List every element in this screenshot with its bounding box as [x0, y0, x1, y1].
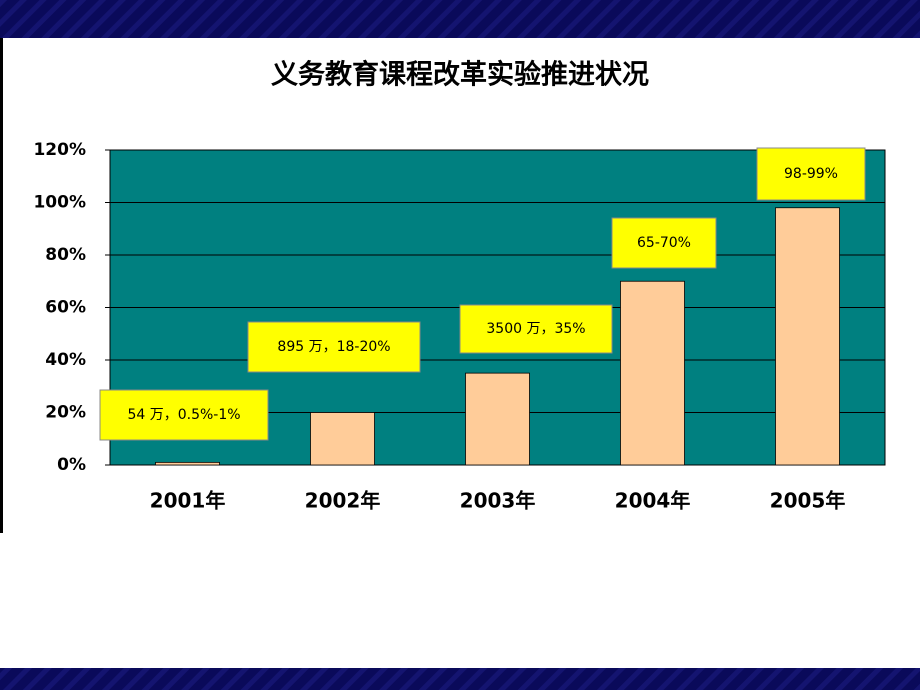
- y-tick-label: 0%: [57, 455, 86, 475]
- bar: [620, 280, 685, 466]
- annotation: 65-70%: [637, 235, 691, 251]
- bar: [155, 461, 220, 466]
- annotation: 54 万，0.5%-1%: [127, 407, 240, 423]
- x-tick-label: 2004年: [615, 489, 691, 513]
- annotation-box: [611, 217, 717, 269]
- bottom-band: [0, 668, 920, 690]
- bar: [775, 207, 840, 466]
- bar: [310, 412, 375, 466]
- annotation: 3500 万，35%: [486, 321, 585, 337]
- top-band: [0, 0, 920, 38]
- bar: [465, 372, 530, 466]
- left-border: [0, 38, 3, 533]
- annotation: 98-99%: [784, 166, 838, 182]
- x-tick-label: 2002年: [305, 489, 381, 513]
- y-tick-label: 120%: [33, 140, 86, 160]
- x-tick-label: 2005年: [770, 489, 846, 513]
- chart-title: 义务教育课程改革实验推进状况: [271, 59, 649, 91]
- annotation-box: [247, 321, 421, 373]
- annotation-box: [99, 389, 269, 441]
- y-tick-label: 60%: [45, 298, 86, 318]
- x-tick-label: 2003年: [460, 489, 536, 513]
- y-tick-label: 20%: [45, 403, 86, 423]
- annotation-box: [459, 304, 613, 354]
- annotation-box: [756, 147, 866, 201]
- y-tick-label: 80%: [45, 245, 86, 265]
- y-tick-label: 40%: [45, 350, 86, 370]
- x-tick-label: 2001年: [150, 489, 226, 513]
- y-tick-label: 100%: [33, 193, 86, 213]
- annotation: 895 万，18-20%: [277, 339, 390, 355]
